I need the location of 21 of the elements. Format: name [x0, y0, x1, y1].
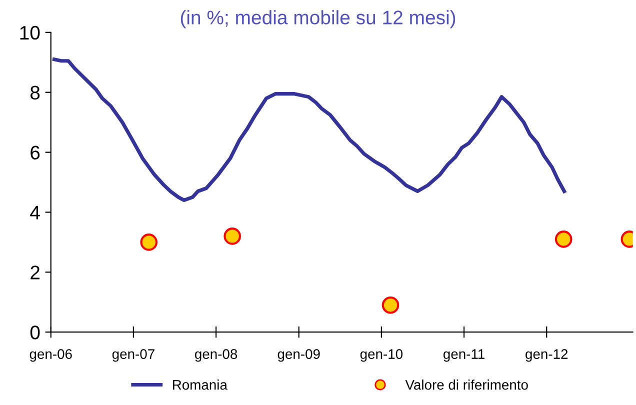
point [140, 234, 158, 251]
y-tick-label: 6 [30, 146, 40, 160]
x-tick-label: gen-08 [195, 349, 238, 362]
y-tick-label: 0 [30, 326, 40, 340]
y-tick-label: 10 [20, 26, 40, 40]
point [382, 296, 400, 314]
x-tick-label: gen-10 [360, 349, 403, 362]
x-tick-label: gen-07 [112, 349, 154, 362]
x-tick-label: gen-12 [526, 349, 568, 362]
y-tick-label: 2 [30, 266, 40, 280]
legend-label: Valore di riferimento [405, 380, 528, 390]
chart-subtitle: (in %; media mobile su 12 mesi) [180, 10, 456, 28]
x-tick-label: gen-09 [278, 349, 320, 362]
x-tick-label: gen-06 [30, 349, 72, 362]
x-tick-label: gen-11 [444, 349, 484, 362]
y-tick-label: 4 [30, 206, 40, 220]
point [224, 228, 241, 245]
legend-label: Romania [173, 380, 228, 390]
point [554, 230, 572, 248]
line-series [52, 58, 566, 202]
y-tick-label: 8 [30, 86, 40, 100]
